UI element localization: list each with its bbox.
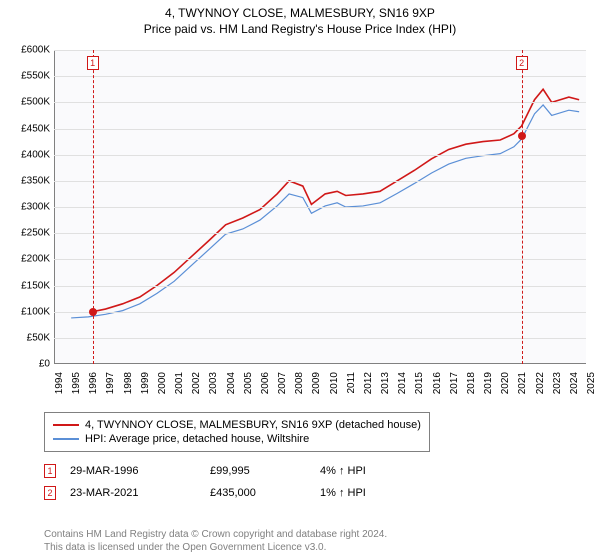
x-tick-label: 2002 — [191, 372, 202, 402]
gridline — [54, 338, 586, 339]
transaction-dot — [89, 308, 97, 316]
gridline — [54, 102, 586, 103]
titles: 4, TWYNNOY CLOSE, MALMESBURY, SN16 9XP P… — [10, 6, 590, 36]
transaction-price: £99,995 — [210, 465, 320, 477]
legend-box: 4, TWYNNOY CLOSE, MALMESBURY, SN16 9XP (… — [44, 412, 430, 452]
y-tick-label: £200K — [21, 254, 50, 265]
gridline — [54, 233, 586, 234]
x-tick-label: 1999 — [140, 372, 151, 402]
y-tick-label: £50K — [27, 332, 50, 343]
transaction-row-marker: 1 — [44, 464, 56, 478]
x-tick-label: 2007 — [277, 372, 288, 402]
transaction-date: 23-MAR-2021 — [70, 487, 210, 499]
gridline — [54, 50, 586, 51]
x-tick-label: 1995 — [71, 372, 82, 402]
transaction-row-marker: 2 — [44, 486, 56, 500]
x-tick-label: 2018 — [466, 372, 477, 402]
x-tick-label: 2022 — [535, 372, 546, 402]
legend-item: HPI: Average price, detached house, Wilt… — [53, 432, 421, 446]
y-tick-label: £500K — [21, 97, 50, 108]
x-tick-label: 2009 — [311, 372, 322, 402]
x-tick-label: 2014 — [397, 372, 408, 402]
transactions-table: 1 29-MAR-1996£99,9954% ↑ HPI 2 23-MAR-2021£… — [44, 460, 564, 504]
transaction-marker: 2 — [516, 56, 528, 70]
chart-area: £0 £50K £100K £150K £200K £250K £300K £350K £400… — [10, 42, 590, 412]
x-tick-label: 2004 — [226, 372, 237, 402]
gridline — [54, 259, 586, 260]
gridline — [54, 181, 586, 182]
transaction-row: 1 29-MAR-1996£99,9954% ↑ HPI — [44, 460, 564, 482]
y-tick-label: £350K — [21, 175, 50, 186]
x-tick-label: 1994 — [54, 372, 65, 402]
plot-area: 12 — [54, 50, 586, 364]
gridline — [54, 207, 586, 208]
x-tick-label: 2000 — [157, 372, 168, 402]
transaction-dot — [518, 132, 526, 140]
gridline — [54, 155, 586, 156]
x-tick-label: 2006 — [260, 372, 271, 402]
x-tick-label: 1996 — [88, 372, 99, 402]
y-tick-label: £300K — [21, 202, 50, 213]
transaction-delta: 4% ↑ HPI — [320, 465, 366, 477]
y-tick-label: £150K — [21, 280, 50, 291]
series-line-property — [93, 89, 580, 311]
gridline — [54, 312, 586, 313]
x-tick-label: 2024 — [569, 372, 580, 402]
transaction-vline — [93, 50, 94, 364]
y-tick-label: £400K — [21, 149, 50, 160]
y-tick-label: £0 — [39, 359, 50, 370]
legend-swatch — [53, 424, 79, 426]
legend-and-table: 4, TWYNNOY CLOSE, MALMESBURY, SN16 9XP (… — [44, 412, 564, 504]
transaction-delta: 1% ↑ HPI — [320, 487, 366, 499]
x-axis: 1994 1995 1996 1997 1998 1999 2000 2001 2002 2003… — [54, 368, 586, 408]
title-subtitle: Price paid vs. HM Land Registry's House … — [10, 22, 590, 36]
legend-label: 4, TWYNNOY CLOSE, MALMESBURY, SN16 9XP (… — [85, 419, 421, 431]
footer-line1: Contains HM Land Registry data © Crown c… — [44, 528, 387, 541]
x-tick-label: 2011 — [346, 372, 357, 402]
y-tick-label: £550K — [21, 71, 50, 82]
y-tick-label: £250K — [21, 228, 50, 239]
legend-swatch — [53, 438, 79, 440]
x-tick-label: 2003 — [208, 372, 219, 402]
x-tick-label: 2016 — [432, 372, 443, 402]
x-tick-label: 2025 — [586, 372, 597, 402]
y-tick-label: £600K — [21, 45, 50, 56]
footer: Contains HM Land Registry data © Crown c… — [44, 528, 387, 554]
gridline — [54, 286, 586, 287]
legend-label: HPI: Average price, detached house, Wilt… — [85, 433, 309, 445]
x-tick-label: 1998 — [123, 372, 134, 402]
x-tick-label: 2019 — [483, 372, 494, 402]
legend-item: 4, TWYNNOY CLOSE, MALMESBURY, SN16 9XP (… — [53, 418, 421, 432]
gridline — [54, 76, 586, 77]
x-tick-label: 2005 — [243, 372, 254, 402]
gridline — [54, 129, 586, 130]
y-tick-label: £100K — [21, 306, 50, 317]
chart-container: 4, TWYNNOY CLOSE, MALMESBURY, SN16 9XP P… — [0, 0, 600, 560]
x-tick-label: 1997 — [105, 372, 116, 402]
x-tick-label: 2013 — [380, 372, 391, 402]
footer-line2: This data is licensed under the Open Gov… — [44, 541, 387, 554]
x-tick-label: 2020 — [500, 372, 511, 402]
transaction-price: £435,000 — [210, 487, 320, 499]
y-axis: £0£50K£100K£150K£200K£250K£300K£350K£400… — [10, 50, 52, 364]
x-tick-label: 2021 — [517, 372, 528, 402]
x-tick-label: 2023 — [552, 372, 563, 402]
transaction-marker: 1 — [87, 56, 99, 70]
x-tick-label: 2001 — [174, 372, 185, 402]
transaction-date: 29-MAR-1996 — [70, 465, 210, 477]
title-address: 4, TWYNNOY CLOSE, MALMESBURY, SN16 9XP — [10, 6, 590, 20]
transaction-row: 2 23-MAR-2021£435,0001% ↑ HPI — [44, 482, 564, 504]
x-tick-label: 2017 — [449, 372, 460, 402]
y-tick-label: £450K — [21, 123, 50, 134]
x-tick-label: 2010 — [329, 372, 340, 402]
x-tick-label: 2012 — [363, 372, 374, 402]
x-tick-label: 2008 — [294, 372, 305, 402]
transaction-vline — [522, 50, 523, 364]
x-tick-label: 2015 — [414, 372, 425, 402]
